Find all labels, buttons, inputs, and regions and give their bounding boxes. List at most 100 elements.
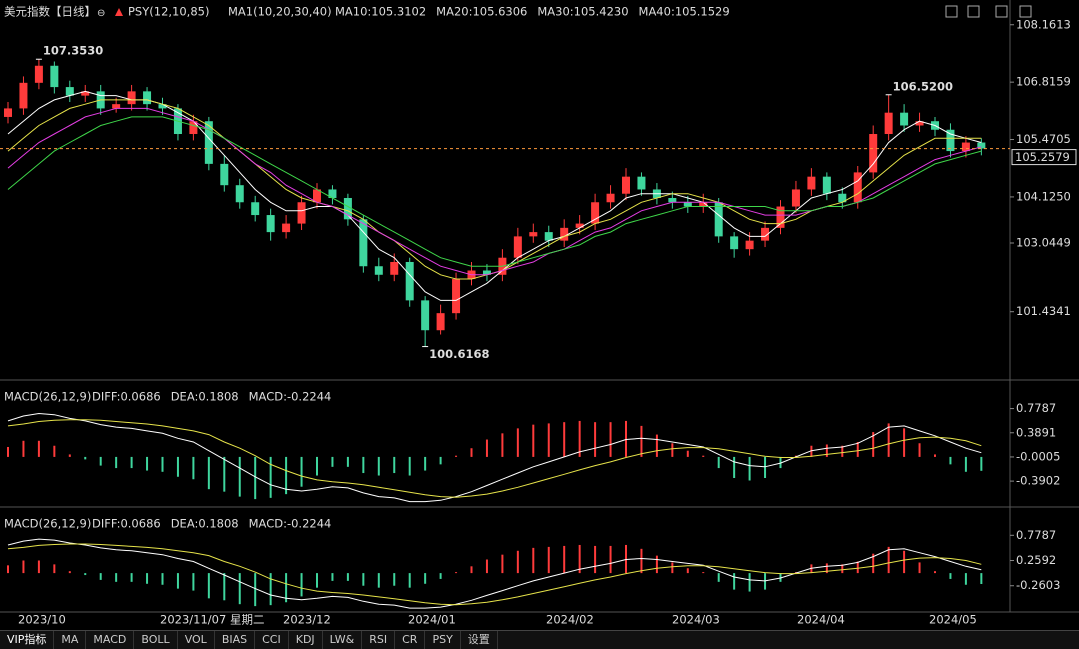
- candle-body: [714, 202, 723, 237]
- tab[interactable]: VOL: [178, 631, 215, 649]
- y-tick-label: 0.7787: [1016, 401, 1056, 415]
- candle-body: [699, 202, 708, 207]
- legend-entry: MA10:105.3102: [335, 5, 426, 19]
- zoom-icon[interactable]: ⊖: [97, 8, 105, 19]
- candle-body: [313, 189, 321, 203]
- tab[interactable]: VIP指标: [0, 631, 55, 649]
- candle-body: [390, 261, 399, 275]
- panel-title: MACD(26,12,9): [4, 517, 91, 531]
- legend-entry: MA30:105.4230: [537, 5, 628, 19]
- candle-body: [235, 185, 244, 203]
- candle-body: [81, 91, 90, 96]
- candle-body: [761, 227, 770, 241]
- button[interactable]: [967, 5, 980, 18]
- candle-body: [513, 236, 522, 258]
- panel-title: MACD(26,12,9): [4, 390, 91, 404]
- candle-body: [575, 223, 584, 228]
- candle-body: [730, 236, 739, 250]
- candle-body: [158, 104, 167, 109]
- last-price-label: 105.2579: [1015, 150, 1070, 164]
- legend-entry: MACD:-0.2244: [249, 517, 332, 531]
- tab[interactable]: PSY: [425, 631, 461, 649]
- candle-body: [359, 219, 368, 267]
- y-tick-label: 101.4341: [1016, 304, 1071, 318]
- candle-body: [807, 176, 816, 190]
- tab[interactable]: BIAS: [215, 631, 256, 649]
- candle-body: [622, 176, 630, 194]
- tab[interactable]: MACD: [86, 631, 135, 649]
- candle-body: [4, 108, 12, 117]
- candle-body: [869, 134, 878, 173]
- candle-body: [328, 189, 337, 198]
- tab-bar: VIP指标 MA MACD BOLL VOL BIAS CCI KDJ LW& RSI CR PSY 设…: [0, 630, 1079, 649]
- candle-body: [853, 172, 862, 203]
- candle-body: [900, 112, 909, 126]
- tab[interactable]: LW&: [323, 631, 363, 649]
- x-axis-label: 2023/11/07 星期二: [160, 613, 264, 627]
- arrow-icon: [115, 8, 123, 16]
- candle-body: [776, 206, 785, 228]
- candle-body: [34, 65, 43, 83]
- tab[interactable]: CCI: [255, 631, 289, 649]
- candle-body: [374, 266, 383, 275]
- candle-body: [884, 112, 893, 135]
- chart-title: 美元指数【日线】: [4, 5, 96, 19]
- candle-body: [436, 313, 445, 331]
- tab[interactable]: KDJ: [289, 631, 323, 649]
- candle-body: [405, 261, 414, 301]
- y-tick-label: 0.2592: [1016, 553, 1056, 567]
- tab[interactable]: MA: [54, 631, 87, 649]
- candle-body: [220, 163, 229, 186]
- y-tick-label: 106.8159: [1016, 75, 1071, 89]
- candle-body: [65, 87, 74, 96]
- dea-line: [7, 419, 982, 498]
- ma-label: MA1(10,20,30,40): [228, 5, 332, 19]
- window-buttons[interactable]: [945, 5, 1032, 18]
- y-tick-label: 103.0449: [1016, 235, 1071, 249]
- tab[interactable]: BOLL: [134, 631, 178, 649]
- y-tick-label: 104.1250: [1016, 189, 1071, 203]
- chart-canvas: 美元指数【日线】 ⊖ PSY(12,10,85) MA1(10,20,30,40…: [0, 0, 1079, 630]
- candle-body: [529, 232, 538, 237]
- button[interactable]: [1019, 5, 1032, 18]
- candle-body: [251, 202, 260, 216]
- candle-body: [977, 142, 986, 149]
- annotation-label: 107.3530: [43, 44, 103, 58]
- legend-entry: MACD:-0.2244: [249, 390, 332, 404]
- candle-body: [282, 223, 291, 233]
- y-tick-label: -0.0005: [1016, 449, 1060, 463]
- candle-body: [421, 300, 430, 331]
- y-tick-label: 105.4705: [1016, 132, 1071, 146]
- x-axis-label: 2024/01: [408, 613, 456, 627]
- candle-body: [591, 202, 600, 224]
- candle-body: [637, 176, 646, 190]
- y-tick-label: -0.3902: [1016, 474, 1060, 488]
- x-axis-label: 2023/10: [18, 613, 66, 627]
- button[interactable]: [945, 5, 958, 18]
- tab[interactable]: CR: [395, 631, 426, 649]
- candle-body: [683, 202, 692, 207]
- candle-body: [204, 121, 213, 164]
- candle-body: [189, 121, 198, 135]
- ma-line: [7, 116, 982, 267]
- x-axis-label: 2024/04: [797, 613, 845, 627]
- x-axis-label: 2023/12: [283, 613, 331, 627]
- background: [0, 0, 1079, 630]
- y-tick-label: 108.1613: [1016, 17, 1071, 31]
- legend-entry: DIFF:0.0686: [92, 390, 161, 404]
- tab[interactable]: RSI: [362, 631, 396, 649]
- x-axis-label: 2024/02: [546, 613, 594, 627]
- ma-line: [7, 90, 982, 301]
- candle-body: [127, 91, 136, 105]
- candle-body: [19, 82, 28, 109]
- tab[interactable]: 设置: [461, 631, 498, 649]
- candle-body: [50, 65, 59, 88]
- candle-body: [822, 176, 831, 194]
- annotation-label: 106.5200: [893, 79, 953, 93]
- candle-body: [112, 104, 121, 109]
- legend-entry: MA20:105.6306: [436, 5, 527, 19]
- button[interactable]: [995, 5, 1008, 18]
- candle-body: [544, 232, 553, 241]
- candle-body: [297, 202, 306, 224]
- candle-body: [266, 215, 275, 233]
